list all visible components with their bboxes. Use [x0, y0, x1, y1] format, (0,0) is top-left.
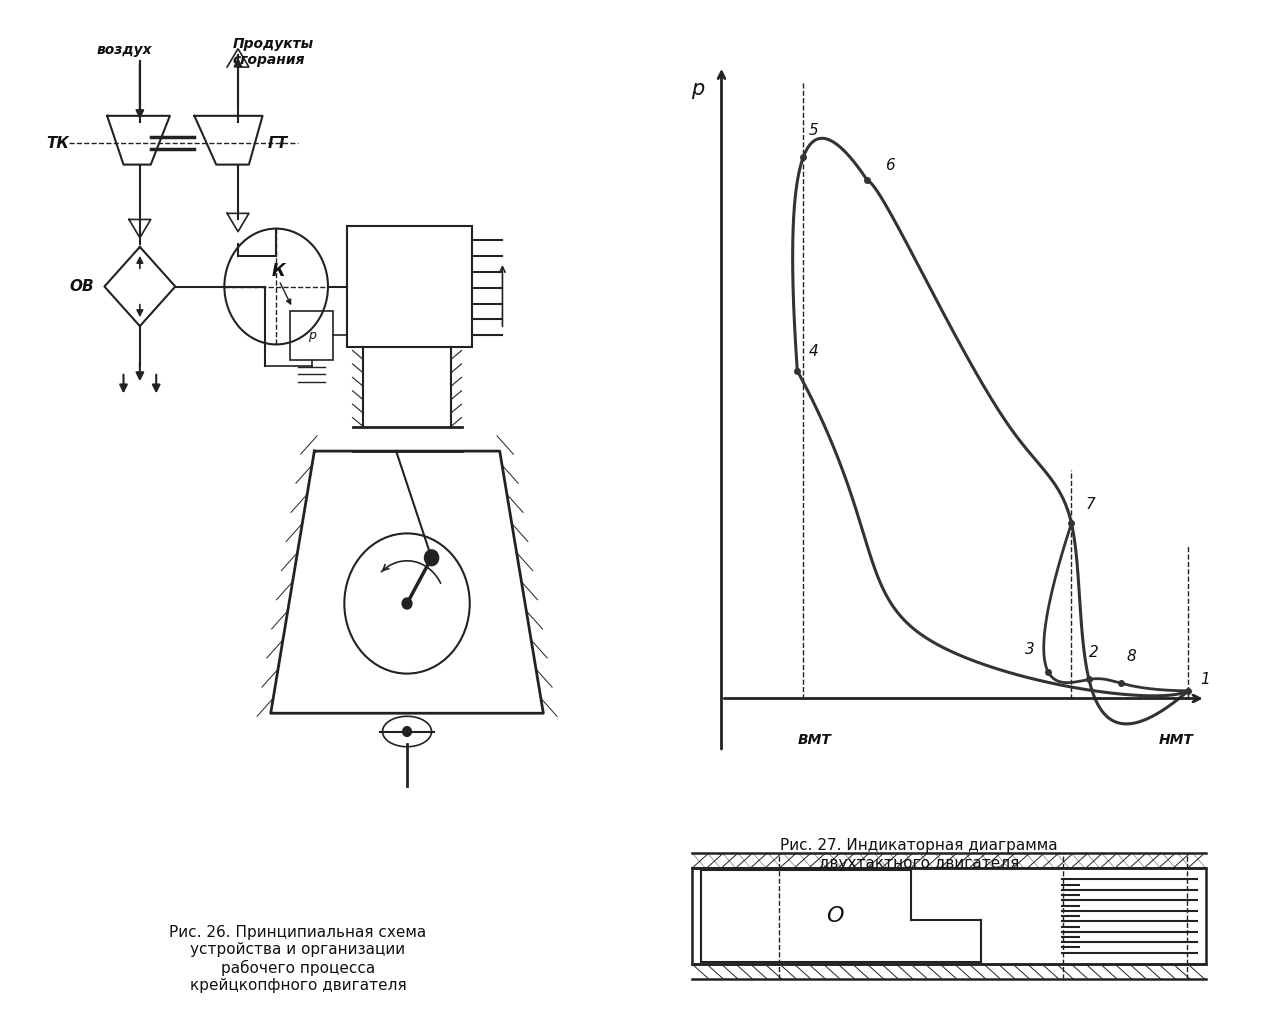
- Text: 8: 8: [1127, 649, 1136, 664]
- Text: Продукты
сгорания: Продукты сгорания: [232, 37, 313, 67]
- Text: ТК: ТК: [46, 136, 68, 150]
- Text: воздух: воздух: [96, 43, 152, 57]
- Text: ГТ: ГТ: [268, 136, 288, 150]
- Text: 6: 6: [885, 157, 894, 173]
- Text: 2: 2: [1089, 645, 1098, 660]
- Text: Рис. 26. Принципиальная схема
устройства и организации
рабочего процесса
крейцко: Рис. 26. Принципиальная схема устройства…: [170, 925, 426, 994]
- Text: р: р: [308, 329, 316, 341]
- Circle shape: [403, 726, 411, 737]
- Text: ОВ: ОВ: [68, 279, 94, 294]
- Text: ВМТ: ВМТ: [798, 733, 832, 747]
- Text: НМТ: НМТ: [1159, 733, 1194, 747]
- Circle shape: [425, 550, 439, 566]
- Bar: [347, 226, 473, 347]
- Text: К: К: [273, 262, 285, 280]
- Text: 3: 3: [1025, 641, 1035, 656]
- Text: 7: 7: [1085, 497, 1096, 512]
- Text: 1: 1: [1200, 672, 1210, 687]
- Text: 5: 5: [809, 123, 819, 138]
- Bar: [692, 868, 1206, 964]
- Text: Рис. 27. Индикаторная диаграмма
двухтактного двигателя: Рис. 27. Индикаторная диаграмма двухтакт…: [781, 838, 1058, 871]
- Text: 4: 4: [809, 344, 819, 360]
- Text: О: О: [827, 906, 844, 926]
- Text: p: p: [691, 79, 705, 99]
- Bar: [290, 311, 333, 360]
- Circle shape: [402, 598, 412, 609]
